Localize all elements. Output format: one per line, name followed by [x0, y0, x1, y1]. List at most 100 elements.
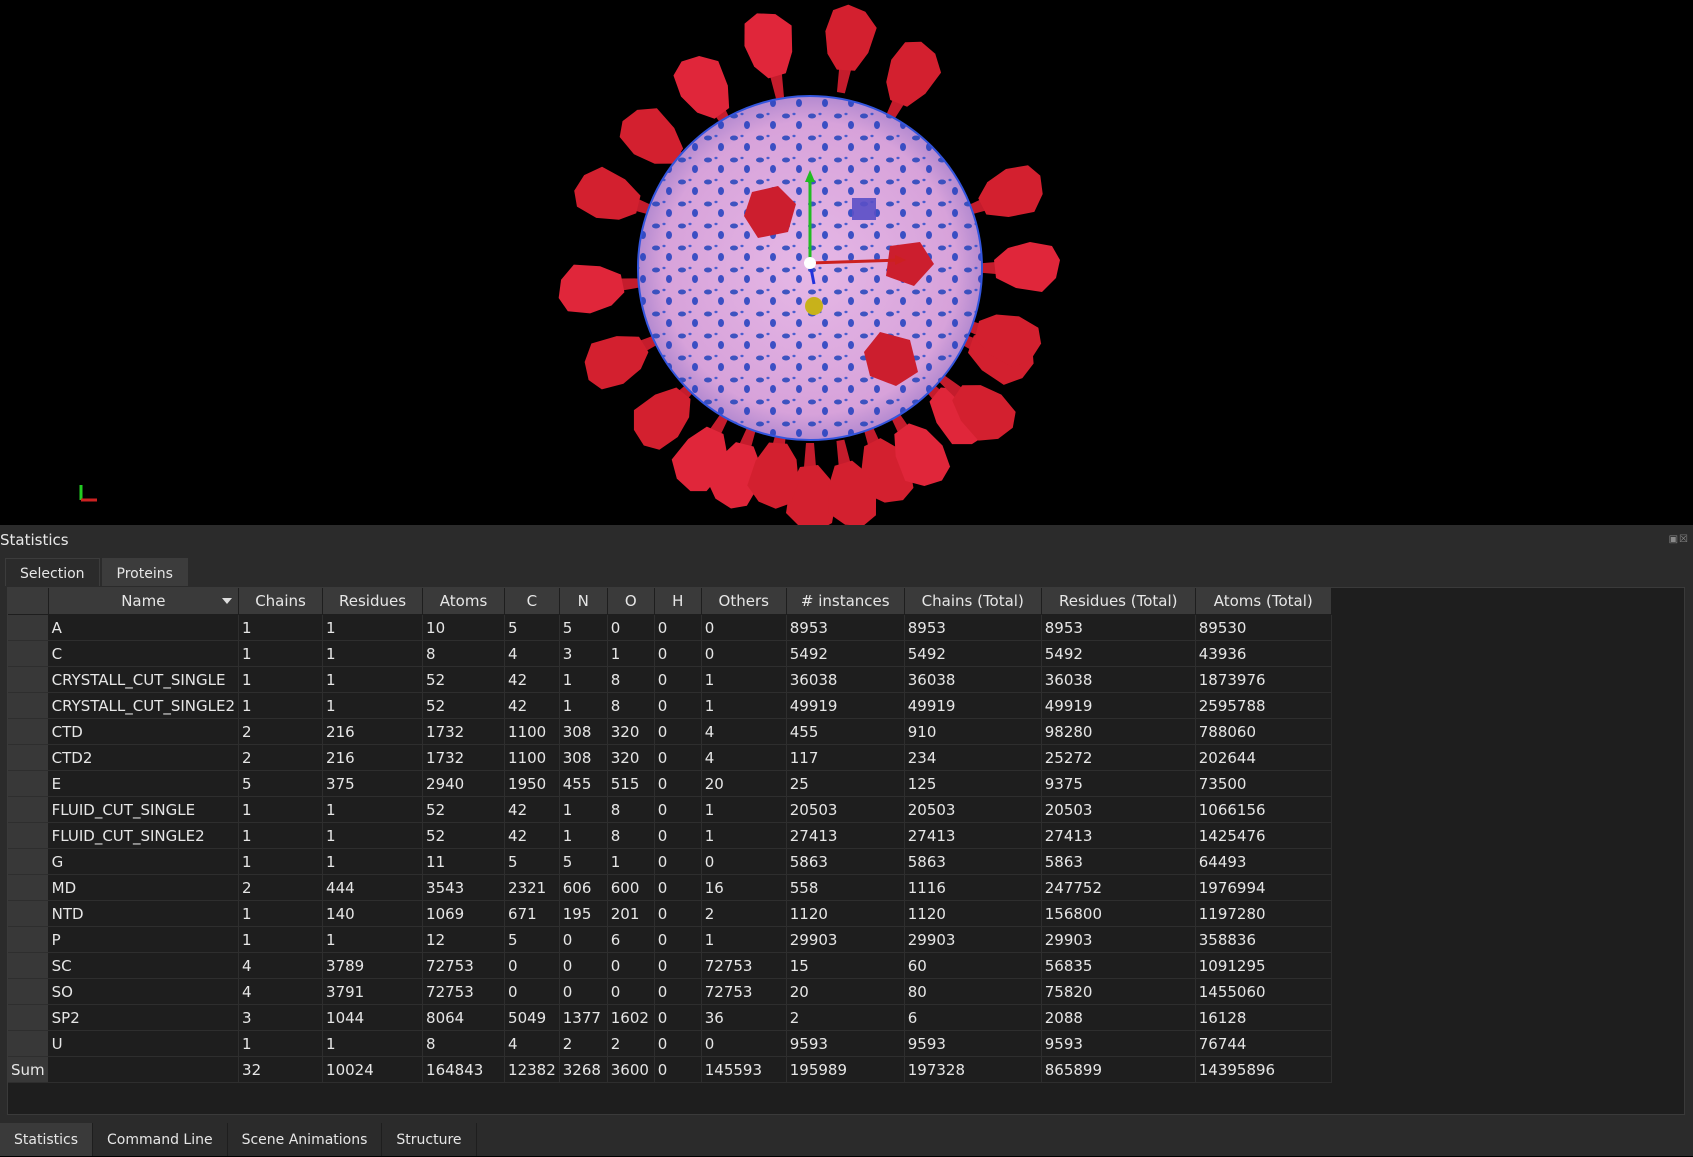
table-cell[interactable]: 600 [607, 874, 655, 901]
table-cell[interactable]: 20503 [904, 796, 1042, 823]
table-cell[interactable]: 1 [607, 848, 655, 875]
table-cell[interactable]: 1100 [504, 718, 560, 745]
table-cell[interactable]: 1069 [422, 900, 506, 927]
table-cell[interactable]: 5 [238, 770, 324, 797]
table-cell[interactable]: 1 [607, 640, 655, 667]
row-header[interactable] [8, 744, 49, 771]
table-cell[interactable]: 558 [786, 874, 905, 901]
table-cell[interactable]: 0 [701, 640, 787, 667]
table-cell[interactable]: 42 [504, 666, 560, 693]
table-cell[interactable]: 15 [786, 952, 905, 979]
table-cell[interactable]: 3543 [422, 874, 506, 901]
table-cell[interactable]: 1 [322, 614, 424, 641]
table-cell[interactable]: 358836 [1195, 926, 1332, 953]
table-cell[interactable]: 5 [559, 848, 608, 875]
table-cell[interactable]: 4 [504, 640, 560, 667]
bottom-tab-statistics[interactable]: Statistics [0, 1123, 93, 1156]
row-header[interactable] [8, 874, 49, 901]
column-header[interactable]: Others [701, 588, 787, 615]
table-cell[interactable]: 0 [654, 640, 702, 667]
table-cell[interactable]: 125 [904, 770, 1042, 797]
table-cell[interactable]: 0 [559, 926, 608, 953]
table-cell[interactable]: 5049 [504, 1004, 560, 1031]
table-cell[interactable]: 1 [238, 640, 324, 667]
table-cell[interactable]: 76744 [1195, 1030, 1332, 1057]
row-header[interactable] [8, 822, 49, 849]
table-cell[interactable]: 5863 [786, 848, 905, 875]
row-header[interactable] [8, 1030, 49, 1057]
table-cell[interactable]: 8953 [1041, 614, 1196, 641]
table-cell[interactable]: 308 [559, 718, 608, 745]
table-cell[interactable]: 5492 [1041, 640, 1196, 667]
table-cell[interactable]: 0 [559, 952, 608, 979]
table-cell[interactable]: 5 [504, 614, 560, 641]
table-cell[interactable]: NTD [48, 900, 240, 927]
table-cell[interactable]: 10 [422, 614, 506, 641]
table-cell[interactable]: 455 [559, 770, 608, 797]
table-cell[interactable]: 16 [701, 874, 787, 901]
table-cell[interactable]: 1425476 [1195, 822, 1332, 849]
row-header[interactable] [8, 640, 49, 667]
table-cell[interactable]: 1 [701, 926, 787, 953]
table-cell[interactable]: 0 [654, 822, 702, 849]
table-row[interactable]: G 1 1 11 5 5 1 0 0 5863 5863 5863 64493 [8, 848, 1332, 875]
table-cell[interactable]: 72753 [422, 952, 506, 979]
table-cell[interactable]: 216 [322, 718, 424, 745]
table-cell[interactable]: MD [48, 874, 240, 901]
table-cell[interactable]: 1732 [422, 718, 506, 745]
table-cell[interactable]: 9593 [1041, 1030, 1196, 1057]
table-cell[interactable]: 1 [238, 926, 324, 953]
table-cell[interactable]: 1091295 [1195, 952, 1332, 979]
table-cell[interactable]: 29903 [1041, 926, 1196, 953]
table-cell[interactable]: 671 [504, 900, 560, 927]
table-row[interactable]: CRYSTALL_CUT_SINGLE 1 1 52 42 1 8 0 1 36038 36038 3… [8, 666, 1332, 693]
table-cell[interactable]: 1 [322, 666, 424, 693]
table-cell[interactable]: FLUID_CUT_SINGLE2 [48, 822, 240, 849]
row-header[interactable] [8, 666, 49, 693]
table-cell[interactable]: 2 [238, 874, 324, 901]
column-header[interactable]: Residues (Total) [1041, 588, 1196, 615]
table-row[interactable]: SP2 3 1044 8064 5049 1377 1602 0 36 2 6 2088 16128 [8, 1004, 1332, 1031]
table-cell[interactable]: 8953 [904, 614, 1042, 641]
table-cell[interactable]: 12 [422, 926, 506, 953]
table-cell[interactable]: 29903 [786, 926, 905, 953]
row-header[interactable] [8, 796, 49, 823]
table-cell[interactable]: 4 [701, 718, 787, 745]
table-cell[interactable]: 1 [322, 796, 424, 823]
column-header[interactable]: O [607, 588, 655, 615]
table-cell[interactable]: 89530 [1195, 614, 1332, 641]
row-header[interactable] [8, 692, 49, 719]
table-cell[interactable]: 20503 [1041, 796, 1196, 823]
table-cell[interactable]: 60 [904, 952, 1042, 979]
table-cell[interactable]: 52 [422, 822, 506, 849]
table-cell[interactable]: 56835 [1041, 952, 1196, 979]
table-cell[interactable]: 0 [607, 614, 655, 641]
table-row[interactable]: A 1 1 10 5 5 0 0 0 8953 8953 8953 89530 [8, 614, 1332, 641]
row-header[interactable] [8, 614, 49, 641]
table-cell[interactable]: 1120 [786, 900, 905, 927]
table-cell[interactable]: 1 [701, 822, 787, 849]
table-cell[interactable]: 140 [322, 900, 424, 927]
table-cell[interactable]: 2 [701, 900, 787, 927]
table-cell[interactable]: 8 [422, 1030, 506, 1057]
table-cell[interactable]: E [48, 770, 240, 797]
table-cell[interactable]: 1 [322, 640, 424, 667]
table-cell[interactable]: 1 [238, 796, 324, 823]
table-cell[interactable]: 5863 [1041, 848, 1196, 875]
table-cell[interactable]: 52 [422, 796, 506, 823]
table-cell[interactable]: 1120 [904, 900, 1042, 927]
table-cell[interactable]: 788060 [1195, 718, 1332, 745]
table-cell[interactable]: 1 [701, 796, 787, 823]
table-cell[interactable]: 0 [654, 1030, 702, 1057]
table-cell[interactable]: 11 [422, 848, 506, 875]
table-cell[interactable]: 8953 [786, 614, 905, 641]
table-cell[interactable]: 1 [322, 692, 424, 719]
table-cell[interactable]: 455 [786, 718, 905, 745]
table-cell[interactable]: 20 [786, 978, 905, 1005]
table-cell[interactable]: 42 [504, 796, 560, 823]
table-cell[interactable]: 1066156 [1195, 796, 1332, 823]
table-row[interactable]: P 1 1 12 5 0 6 0 1 29903 29903 29903 358836 [8, 926, 1332, 953]
table-cell[interactable]: 25272 [1041, 744, 1196, 771]
3d-viewport[interactable] [0, 0, 1693, 525]
table-cell[interactable]: 4 [238, 952, 324, 979]
